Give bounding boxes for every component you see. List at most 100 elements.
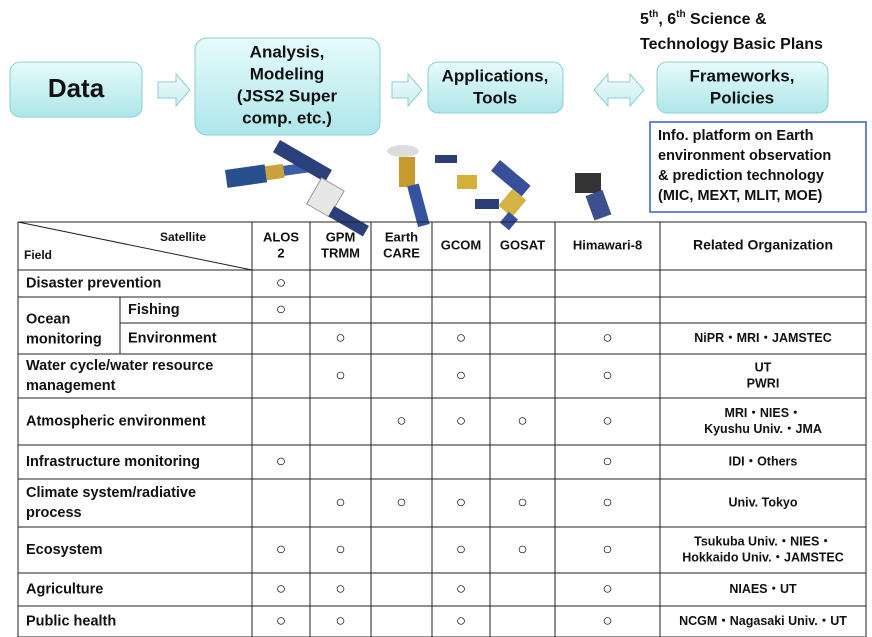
check-mark: ○ [276, 273, 286, 292]
flow-label: Modeling [250, 64, 325, 83]
check-mark: ○ [602, 492, 612, 511]
column-header: GOSAT [500, 237, 545, 252]
box-applications [427, 61, 564, 114]
plans-line2: Technology Basic Plans [640, 36, 823, 53]
organization: Tsukuba Univ.・NIES・ [694, 534, 832, 548]
satellite-icon [491, 160, 531, 231]
organization: Kyushu Univ.・JMA [704, 422, 822, 436]
check-mark: ○ [602, 411, 612, 430]
platform-text: & prediction technology [658, 168, 824, 184]
check-mark: ○ [517, 492, 527, 511]
column-header: ALOS [263, 229, 299, 244]
platform-text: (MIC, MEXT, MLIT, MOE) [658, 188, 822, 204]
subfield-label: Fishing [128, 302, 180, 318]
check-mark: ○ [335, 611, 345, 630]
plans-part: , 6 [658, 11, 676, 28]
column-header: GCOM [441, 237, 481, 252]
table: Satellite Field Related Organization ○ Fishi… [17, 221, 867, 637]
field-label: Climate system/radiative [26, 485, 196, 501]
flow-label: (JSS2 Super [237, 86, 338, 105]
organization: NIAES・UT [729, 582, 797, 596]
column-header: Himawari-8 [573, 237, 642, 252]
satellite-icon [273, 140, 369, 237]
check-mark: ○ [276, 579, 286, 598]
plans-part: th [649, 9, 658, 20]
check-mark: ○ [276, 299, 286, 318]
check-mark: ○ [276, 539, 286, 558]
organization: Hokkaido Univ.・JAMSTEC [682, 550, 844, 564]
plans-part: th [676, 9, 685, 20]
organization: NiPR・MRI・JAMSTEC [694, 331, 832, 345]
flow-label: Frameworks, [690, 66, 795, 85]
field-label: Ocean [26, 311, 70, 327]
check-mark: ○ [456, 328, 466, 347]
table-rule [17, 221, 253, 271]
check-mark: ○ [335, 579, 345, 598]
satellite-icon [575, 173, 612, 221]
field-label: Ecosystem [26, 542, 103, 558]
header-satellite: Satellite [160, 230, 206, 244]
check-mark: ○ [602, 365, 612, 384]
check-mark: ○ [602, 611, 612, 630]
check-mark: ○ [456, 539, 466, 558]
plans-part: Science & [686, 11, 767, 28]
field-label: Water cycle/water resource [26, 358, 213, 374]
field-label: monitoring [26, 331, 102, 347]
platform-text: environment observation [658, 148, 831, 164]
header-field: Field [24, 248, 52, 262]
check-mark: ○ [335, 539, 345, 558]
check-mark: ○ [602, 579, 612, 598]
box-frameworks [656, 61, 829, 114]
field-label: Disaster prevention [26, 275, 161, 291]
check-mark: ○ [335, 328, 345, 347]
column-header: 2 [277, 245, 284, 260]
flow-label: Data [48, 73, 105, 103]
organization: MRI・NIES・ [724, 406, 801, 420]
platform-text: Info. platform on Earth [658, 128, 813, 144]
check-mark: ○ [276, 611, 286, 630]
check-mark: ○ [456, 492, 466, 511]
plans-part: 5 [640, 11, 649, 28]
organization: UT [755, 360, 772, 374]
satellite-icon [387, 145, 430, 228]
field-label: management [26, 378, 116, 394]
field-label: Infrastructure monitoring [26, 454, 200, 470]
column-header: Related Organization [693, 237, 833, 253]
flow-label: Applications, [442, 66, 549, 85]
column-header: Earth [385, 229, 418, 244]
check-mark: ○ [602, 451, 612, 470]
satellites [225, 140, 612, 237]
flow-label: Tools [473, 88, 517, 107]
field-label: Agriculture [26, 581, 103, 597]
box-analysis [194, 37, 381, 136]
organization: NCGM・Nagasaki Univ.・UT [679, 614, 847, 628]
satellite-icon [435, 155, 499, 209]
check-mark: ○ [517, 411, 527, 430]
check-mark: ○ [456, 411, 466, 430]
arrow [157, 72, 191, 108]
check-mark: ○ [276, 451, 286, 470]
check-mark: ○ [456, 611, 466, 630]
organization: IDI・Others [729, 454, 798, 468]
check-mark: ○ [517, 539, 527, 558]
double-arrow [593, 72, 645, 108]
organization: PWRI [747, 376, 780, 390]
field-label: Public health [26, 613, 116, 629]
flow-boxes [9, 37, 867, 213]
flow-label: comp. etc.) [242, 108, 332, 127]
plans-line1: 5th, 6th Science & [640, 9, 767, 29]
check-mark: ○ [456, 579, 466, 598]
column-header: TRMM [321, 245, 360, 260]
check-mark: ○ [602, 539, 612, 558]
column-header: GPM [326, 229, 356, 244]
column-header: CARE [383, 245, 420, 260]
check-mark: ○ [335, 492, 345, 511]
check-mark: ○ [602, 328, 612, 347]
field-label: Atmospheric environment [26, 413, 206, 429]
check-mark: ○ [335, 365, 345, 384]
organization: Univ. Tokyo [729, 495, 798, 509]
platform-box [649, 121, 867, 213]
flow-label: Policies [710, 88, 774, 107]
subfield-label: Environment [128, 330, 217, 346]
